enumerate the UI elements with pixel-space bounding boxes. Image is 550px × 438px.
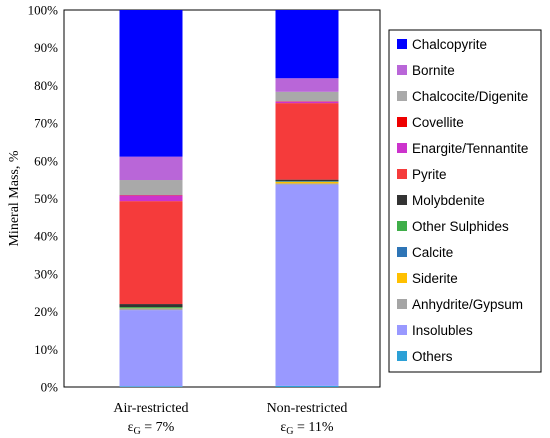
bar-segment	[275, 184, 339, 386]
legend-swatch	[397, 117, 407, 127]
bar-stack	[119, 10, 183, 387]
x-category-label: Non-restricted	[267, 401, 348, 416]
bar-segment	[275, 181, 339, 184]
x-axis-labels: Air-restricted εG = 7% Non-restricted εG = …	[113, 401, 347, 437]
legend-swatch	[397, 91, 407, 101]
bar-segment	[119, 310, 183, 387]
legend-swatch	[397, 221, 407, 231]
bar-segment	[119, 386, 183, 387]
legend-label: Calcite	[412, 245, 453, 260]
y-tick-label: 0%	[41, 380, 59, 395]
x-category-label: Air-restricted	[113, 401, 188, 416]
legend-label: Others	[412, 349, 453, 364]
bar-segment	[119, 304, 183, 308]
legend-swatch	[397, 273, 407, 283]
legend-label: Insolubles	[412, 323, 473, 338]
bar-segment	[275, 183, 339, 185]
legend-label: Chalcopyrite	[412, 37, 487, 52]
y-axis-ticks: 0% 10% 20% 30% 40% 50% 60% 70% 80% 90% 100%	[28, 3, 59, 395]
bar-segment	[275, 78, 339, 92]
y-tick-label: 50%	[34, 191, 58, 206]
bar-segment	[275, 10, 339, 79]
legend-label: Siderite	[412, 271, 458, 286]
bar-segment	[275, 385, 339, 387]
legend-swatch	[397, 143, 407, 153]
bar-segment	[119, 308, 183, 311]
bar-segment	[119, 156, 183, 181]
legend-label: Anhydrite/Gypsum	[412, 297, 523, 312]
legend-swatch	[397, 169, 407, 179]
bar-segment	[119, 195, 183, 202]
y-tick-label: 20%	[34, 304, 58, 319]
y-axis-title: Mineral Mass, %	[7, 150, 22, 246]
y-tick-label: 10%	[34, 342, 58, 357]
y-tick-label: 100%	[28, 3, 59, 18]
x-category-sublabel: εG = 11%	[280, 420, 334, 437]
y-tick-label: 80%	[34, 78, 58, 93]
legend-box	[388, 29, 542, 373]
legend-label: Pyrite	[412, 167, 447, 182]
bar-segment	[119, 10, 183, 157]
bar-segment	[275, 179, 339, 182]
bar-segment	[275, 91, 339, 102]
y-tick-label: 40%	[34, 229, 58, 244]
plot-area-border	[63, 9, 381, 388]
y-tick-label: 90%	[34, 40, 58, 55]
legend-label: Molybdenite	[412, 193, 485, 208]
legend-swatch	[397, 39, 407, 49]
bars-group	[119, 10, 339, 387]
y-tick-label: 70%	[34, 116, 58, 131]
legend-swatch	[397, 65, 407, 75]
legend-label: Other Sulphides	[412, 219, 509, 234]
legend-swatch	[397, 195, 407, 205]
y-tick-label: 30%	[34, 266, 58, 281]
bar-segment	[119, 201, 183, 305]
legend-swatch	[397, 247, 407, 257]
bar-segment	[119, 180, 183, 196]
bar-stack	[275, 10, 339, 387]
y-tick-label: 60%	[34, 153, 58, 168]
legend-label: Bornite	[412, 63, 455, 78]
bar-segment	[275, 103, 339, 180]
bar-segment	[275, 101, 339, 104]
legend: Chalcopyrite Bornite Chalcocite/Digenite Co…	[388, 29, 542, 373]
legend-swatch	[397, 299, 407, 309]
legend-swatch	[397, 325, 407, 335]
bar-segment	[119, 307, 183, 309]
legend-label: Chalcocite/Digenite	[412, 89, 528, 104]
x-category-sublabel: εG = 7%	[128, 420, 175, 437]
legend-label: Covellite	[412, 115, 464, 130]
legend-label: Enargite/Tennantite	[412, 141, 528, 156]
legend-swatch	[397, 351, 407, 361]
